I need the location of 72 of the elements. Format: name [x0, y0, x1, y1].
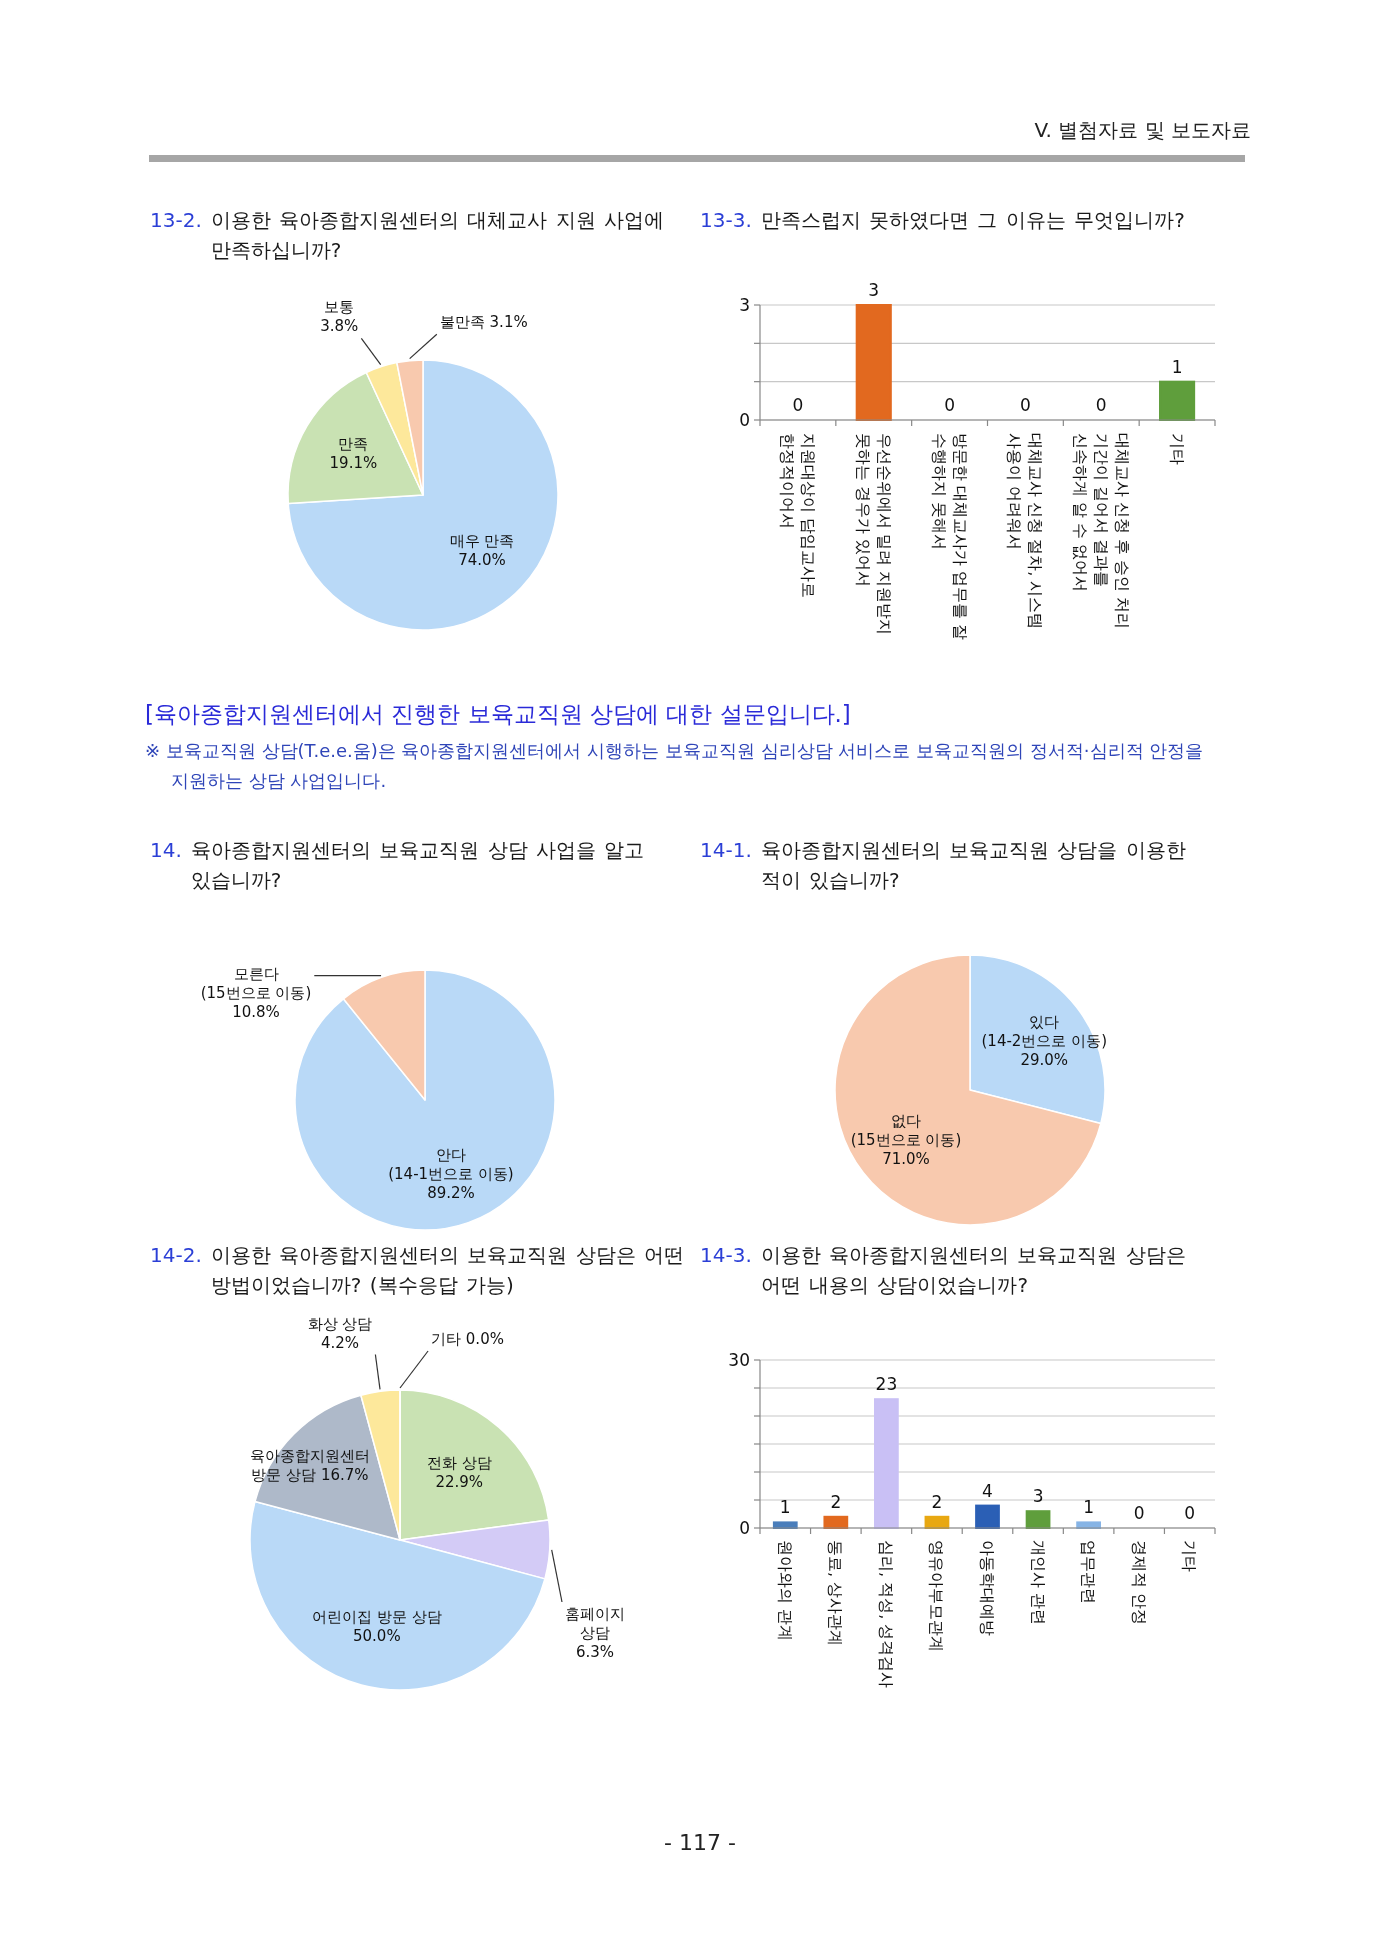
- slice-label: 전화 상담: [426, 1453, 492, 1472]
- data-label: 2: [931, 1491, 943, 1512]
- x-tick-label: 동료, 상사관계: [826, 1540, 846, 1647]
- data-label: 2: [830, 1491, 842, 1512]
- data-label: 0: [1095, 395, 1107, 415]
- chart-title: 13-2. 이용한 육아종합지원센터의 대체교사 지원 사업에 만족하십니까?: [150, 207, 666, 264]
- chart-title: 14-2. 이용한 육아종합지원센터의 보육교직원 상담은 어떤 방법이었습니까? (복수응답 가능): [150, 1242, 686, 1299]
- slice-label: 모른다 (15번으로 이동): [200, 965, 312, 1003]
- chart-title: 14. 육아종합지원센터의 보육교직원 상담 사업을 알고 있습니까?: [150, 837, 646, 894]
- data-label: 23: [875, 1374, 898, 1395]
- x-tick-label: 아동학대예방: [978, 1540, 997, 1636]
- x-tick-label: 대체교사 신청 절차, 시스템 사용이 어려워서: [1005, 433, 1046, 630]
- x-tick-label: 영유아부모관계: [927, 1540, 947, 1652]
- text: ※ 보육교직원 상담(T.e.e.움)은 육아종합지원센터에서 시행하는 보육교직원 심리상담 서비스로 보육교직원의 정서적·심리적 안정을 지원하는 상담 사업입니다.: [145, 739, 1205, 793]
- y-tick-label: 30: [728, 1350, 750, 1370]
- slice-label: 보통: [324, 298, 355, 317]
- data-label: 3.8%: [320, 317, 359, 336]
- data-label: 74.0%: [458, 550, 506, 569]
- data-label: 1: [1083, 1497, 1095, 1518]
- data-label: 50.0%: [352, 1627, 401, 1646]
- data-label: 3: [868, 280, 880, 300]
- y-tick-label: 3: [739, 295, 750, 315]
- data-label: 19.1%: [329, 454, 378, 473]
- x-tick-label: 개인사 관련: [1028, 1540, 1048, 1626]
- data-label: 4: [982, 1480, 993, 1501]
- data-label: 3: [1032, 1486, 1044, 1507]
- x-tick-label: 대체교사 신청 후 승인 처리 기간이 길어서 결과를 신속하게 알 수 없어서: [1070, 433, 1132, 630]
- slice-label: 안다 (14-1번으로 이동): [388, 1145, 514, 1183]
- text: V. 별첨자료 및 보도자료: [1033, 117, 1252, 144]
- data-label: 0: [1020, 395, 1031, 415]
- data-label: 6.3%: [575, 1643, 615, 1661]
- data-label: 0: [1133, 1503, 1145, 1523]
- data-label: 10.8%: [232, 1003, 280, 1022]
- slice-label: 육아종합지원센터 방문 상담 16.7%: [250, 1446, 370, 1484]
- x-tick-label: 방문한 대체교사가 업무를 잘 수행하지 못해서: [929, 433, 970, 641]
- category-label: 기타 0.0%: [431, 1330, 504, 1348]
- data-label: 0: [944, 395, 955, 415]
- bar: [975, 1504, 1000, 1529]
- slice-label: 화상 상담: [307, 1314, 373, 1333]
- slice-label: 있다 (14-2번으로 이동): [981, 1013, 1108, 1051]
- bar: [874, 1398, 899, 1529]
- x-tick-label: 업무관련: [1079, 1540, 1099, 1604]
- pie-slice: [287, 359, 559, 631]
- x-tick-label: 기타: [1180, 1540, 1200, 1572]
- slice-label: 없다 (15번으로 이동): [850, 1111, 962, 1149]
- data-label: 0: [792, 395, 804, 415]
- data-label: 0: [1184, 1503, 1196, 1523]
- slice-label: 불만족 3.1%: [439, 313, 528, 332]
- text: - 117 -: [663, 1829, 737, 1857]
- slice-label: 매우 만족: [449, 531, 515, 550]
- x-tick-label: 원아와의 관계: [775, 1540, 795, 1642]
- data-label: 22.9%: [435, 1472, 484, 1491]
- chart-title: 14-1. 육아종합지원센터의 보육교직원 상담을 이용한 적이 있습니까?: [700, 837, 1187, 894]
- x-tick-label: 지원대상이 담임교사로 한정적이어서: [777, 433, 818, 599]
- slice-label: 만족: [338, 435, 369, 454]
- text: [육아종합지원센터에서 진행한 보육교직원 상담에 대한 설문입니다.]: [145, 700, 852, 729]
- chart-title: 14-3. 이용한 육아종합지원센터의 보육교직원 상담은 어떤 내용의 상담이었습니까?: [700, 1242, 1187, 1299]
- slice-label: 홈페이지 상담: [565, 1605, 625, 1642]
- slice-label: 어린이집 방문 상담: [312, 1608, 442, 1627]
- data-label: 1: [1171, 356, 1183, 377]
- x-tick-label: 기타: [1167, 433, 1187, 465]
- data-label: 89.2%: [427, 1183, 475, 1202]
- chart-title: 13-3. 만족스럽지 못하였다면 그 이유는 무엇입니까?: [700, 207, 1186, 234]
- data-label: 29.0%: [1020, 1051, 1069, 1070]
- x-tick-label: 우선순위에서 밀려 지원받지 못하는 경우가 있어서: [853, 433, 894, 636]
- y-tick-label: 0: [739, 410, 750, 430]
- x-tick-label: 심리, 적성, 성격검사: [876, 1540, 896, 1689]
- data-label: 1: [779, 1497, 791, 1518]
- data-label: 71.0%: [882, 1149, 930, 1168]
- data-label: 4.2%: [320, 1333, 360, 1352]
- x-tick-label: 경제적 안정: [1129, 1540, 1149, 1626]
- y-tick-label: 0: [739, 1518, 750, 1538]
